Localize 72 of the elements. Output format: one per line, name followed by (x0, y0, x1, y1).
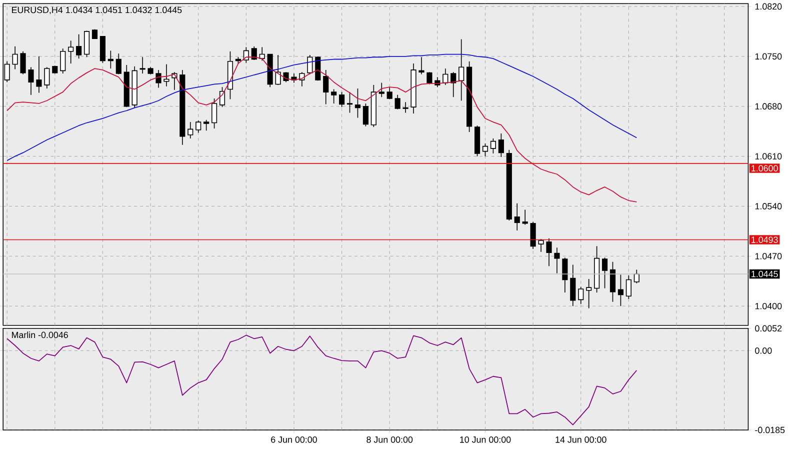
candlestick (76, 34, 82, 60)
candlestick (570, 264, 576, 307)
y-tick-label: 0.0052 (755, 325, 782, 332)
candlestick (323, 70, 329, 105)
candlestick (140, 56, 146, 74)
chart-title: Marlin -0.0046 (12, 332, 68, 338)
y-tick-label: 1.0400 (755, 303, 782, 310)
candlestick (626, 275, 632, 300)
candlestick (60, 48, 66, 74)
candlestick (530, 222, 536, 250)
candlestick (546, 238, 552, 267)
candlestick (211, 98, 218, 129)
y-tick-label: 0.00 (755, 348, 772, 354)
candlestick (490, 138, 496, 154)
candlestick (514, 203, 520, 231)
candlestick (108, 50, 114, 69)
candlestick (634, 269, 640, 284)
candlestick (68, 40, 74, 64)
candlestick (28, 66, 34, 96)
candlestick (204, 120, 210, 132)
candlestick (538, 238, 544, 252)
y-tick-label: 1.0680 (755, 103, 782, 110)
x-tick-label: 8 Jun 00:00 (366, 436, 413, 443)
candlestick (426, 72, 432, 85)
candlestick (578, 286, 584, 304)
candlestick (20, 51, 26, 75)
candlestick (418, 56, 424, 75)
candlestick (362, 103, 368, 127)
candlestick (196, 120, 202, 134)
candlestick (394, 94, 400, 110)
x-tick-label: 10 Jun 00:00 (460, 436, 511, 443)
y-tick-label: 1.0820 (755, 3, 782, 10)
candlestick (610, 262, 616, 302)
candlestick (482, 143, 488, 157)
candlestick (586, 278, 592, 309)
y-tick-label: 1.0470 (755, 253, 782, 260)
candlestick (602, 257, 608, 289)
candlestick (498, 133, 504, 158)
y-tick-label: 1.0540 (755, 203, 782, 210)
ref-line-label: 1.0600 (752, 165, 778, 172)
y-tick-label: 1.0750 (755, 53, 782, 60)
candlestick (402, 102, 408, 114)
candlestick (251, 46, 257, 60)
candlestick (378, 82, 384, 98)
candlestick (458, 38, 464, 102)
candlestick (522, 209, 528, 226)
candlestick (164, 64, 170, 87)
candlestick (354, 88, 361, 118)
candlestick (275, 54, 281, 86)
candlestick (116, 53, 122, 75)
x-tick-label: 14 Jun 00:00 (556, 436, 606, 443)
ref-line-label: 1.0493 (752, 236, 778, 243)
candlestick (386, 86, 392, 100)
ref-line-label: 1.0445 (752, 270, 778, 278)
y-tick-label: -0.0185 (755, 426, 785, 434)
candlestick (36, 56, 42, 94)
candlestick (450, 72, 456, 98)
chart-title: EURUSD,H4 1.0434 1.0451 1.0432 1.0445 (12, 6, 182, 14)
candlestick (156, 70, 162, 88)
candlestick (188, 122, 194, 139)
candlestick (346, 92, 353, 114)
y-tick-label: 1.0610 (755, 153, 782, 160)
x-tick-label: 6 Jun 00:00 (271, 436, 317, 443)
candlestick (84, 30, 90, 58)
candlestick (219, 86, 226, 108)
candlestick (554, 247, 560, 274)
candlestick (331, 88, 337, 104)
candlestick (44, 66, 50, 89)
candlestick (338, 92, 345, 108)
candlestick (618, 274, 624, 307)
candlestick (562, 257, 568, 294)
candlestick (12, 46, 18, 70)
